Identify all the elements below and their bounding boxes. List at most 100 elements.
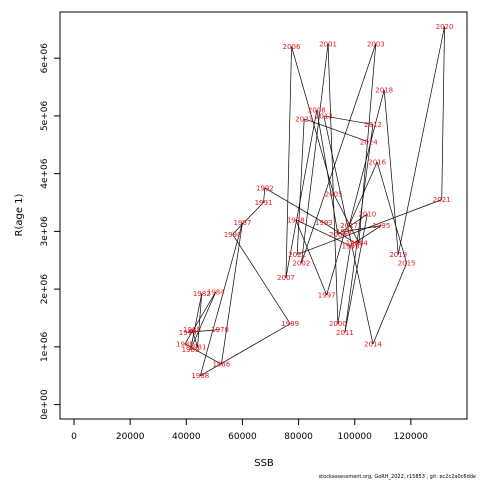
year-label-1980: 1980 bbox=[183, 326, 201, 334]
trajectory-segment-1981 bbox=[197, 293, 203, 347]
x-tick-label-3: 60000 bbox=[228, 432, 257, 442]
trajectory-segment-1997 bbox=[295, 219, 327, 296]
trajectory-segment-1989 bbox=[232, 234, 291, 324]
x-tick-label-6: 120000 bbox=[394, 432, 429, 442]
year-label-1992: 1992 bbox=[256, 185, 274, 193]
trajectory-segment-2021 bbox=[297, 199, 442, 255]
year-label-2021: 2021 bbox=[433, 196, 451, 204]
year-label-2012: 2012 bbox=[364, 121, 382, 129]
trajectory-segment-2014 bbox=[372, 262, 407, 345]
trajectory-segment-2012 bbox=[323, 115, 374, 125]
y-tick-label-2: 2e+06 bbox=[40, 274, 50, 305]
trajectory-segment-2022 bbox=[296, 118, 305, 255]
y-tick-label-0: 0e+00 bbox=[40, 389, 50, 420]
y-tick-label-3: 3e+06 bbox=[40, 216, 50, 247]
year-label-2015: 2015 bbox=[398, 260, 416, 268]
y-tick-label-4: 4e+06 bbox=[40, 158, 50, 189]
trajectory-segment-2008 bbox=[316, 110, 339, 235]
y-tick-label-5: 5e+06 bbox=[40, 101, 50, 132]
year-label-2003: 2003 bbox=[367, 40, 385, 48]
trajectory-segment-2010 bbox=[344, 213, 368, 333]
trajectory-segment-2000 bbox=[327, 43, 339, 324]
trajectory-segment-2009 bbox=[337, 213, 368, 235]
x-tick-label-2: 40000 bbox=[172, 432, 201, 442]
year-label-1995: 1995 bbox=[372, 222, 390, 230]
year-label-2010: 2010 bbox=[358, 211, 376, 219]
trajectory-segment-1985 bbox=[184, 343, 222, 365]
x-tick-label-1: 20000 bbox=[116, 432, 145, 442]
year-label-1981: 1981 bbox=[189, 343, 207, 351]
trajectory-segment-2017 bbox=[348, 89, 385, 226]
trajectory-segment-2019 bbox=[397, 26, 445, 255]
x-axis: 0 20000 40000 60000 80000 100000 120000 bbox=[71, 418, 429, 442]
year-label-2022: 2022 bbox=[288, 251, 306, 259]
year-label-1983: 1983 bbox=[182, 346, 200, 354]
year-label-1989: 1989 bbox=[281, 320, 299, 328]
year-label-2002: 2002 bbox=[292, 260, 310, 268]
trajectory-segment-2002 bbox=[301, 43, 377, 264]
trajectory-segment-1979 bbox=[187, 329, 193, 333]
year-label-1978: 1978 bbox=[211, 326, 229, 334]
year-label-2001: 2001 bbox=[319, 40, 337, 48]
year-label-2024: 2024 bbox=[360, 138, 378, 146]
y-axis-title: R(age 1) bbox=[14, 193, 25, 236]
year-label-2017: 2017 bbox=[340, 222, 358, 230]
trajectory-segment-2018 bbox=[383, 89, 399, 255]
year-label-2018: 2018 bbox=[375, 86, 393, 94]
year-label-1984: 1984 bbox=[207, 288, 225, 296]
trajectory-segment-2011 bbox=[344, 124, 374, 333]
trajectory-segment-1978 bbox=[187, 329, 221, 333]
year-label-2009: 2009 bbox=[329, 231, 347, 239]
year-label-1997: 1997 bbox=[318, 291, 336, 299]
year-label-2023: 2023 bbox=[295, 115, 313, 123]
trajectory-segment-2020 bbox=[441, 26, 445, 200]
trajectory-segment-1995 bbox=[344, 225, 382, 232]
trajectory-segment-2023 bbox=[304, 118, 369, 143]
year-label-1994: 1994 bbox=[346, 239, 364, 247]
year-label-2004: 2004 bbox=[350, 239, 368, 247]
year-label-1985: 1985 bbox=[176, 340, 194, 348]
year-label-1996: 1996 bbox=[336, 228, 354, 236]
x-tick-label-5: 100000 bbox=[338, 432, 373, 442]
trajectory-segment-2013 bbox=[323, 115, 374, 345]
year-label-2005: 2005 bbox=[325, 190, 343, 198]
trajectory-segment-2016 bbox=[348, 161, 378, 226]
trajectory-segment-1987 bbox=[200, 222, 243, 376]
trajectory-segment-1993 bbox=[323, 222, 355, 244]
year-label-2013: 2013 bbox=[315, 112, 333, 120]
year-label-1993: 1993 bbox=[315, 219, 333, 227]
trajectory-segment-1991 bbox=[263, 188, 266, 203]
trajectory-lines bbox=[184, 26, 445, 377]
x-tick-label-0: 0 bbox=[71, 432, 77, 442]
trajectory-segment-1998 bbox=[295, 219, 351, 247]
year-label-2008: 2008 bbox=[308, 107, 326, 115]
year-label-2011: 2011 bbox=[336, 329, 354, 337]
trajectory-segment-1986 bbox=[221, 222, 243, 365]
y-axis: 0e+00 1e+06 2e+06 3e+06 4e+06 5e+06 6e+06 bbox=[40, 43, 61, 420]
trajectory-segment-1992 bbox=[264, 187, 325, 224]
year-label-1988: 1988 bbox=[191, 372, 209, 380]
year-label-2006: 2006 bbox=[283, 43, 301, 51]
year-label-1986: 1986 bbox=[212, 361, 230, 369]
year-label-2014: 2014 bbox=[364, 340, 382, 348]
trajectory-segment-2007 bbox=[285, 110, 318, 278]
year-label-2019: 2019 bbox=[389, 251, 407, 259]
year-label-1987: 1987 bbox=[234, 219, 252, 227]
trajectory-segment-2004 bbox=[333, 193, 360, 244]
year-label-1979: 1979 bbox=[179, 329, 197, 337]
year-label-1998: 1998 bbox=[287, 216, 305, 224]
x-tick-label-4: 80000 bbox=[284, 432, 313, 442]
y-tick-label-6: 6e+06 bbox=[40, 43, 50, 74]
year-label-1982: 1982 bbox=[193, 290, 211, 298]
footer-credit: stockassessment.org, GoRH_2022, r15853 ,… bbox=[319, 474, 476, 480]
trajectory-segment-2015 bbox=[376, 162, 407, 264]
year-label-2007: 2007 bbox=[277, 274, 295, 282]
trajectory-segment-2006 bbox=[285, 46, 292, 278]
trajectory-segment-1980 bbox=[191, 329, 198, 347]
trajectory-segment-1988 bbox=[200, 323, 291, 377]
year-label-2020: 2020 bbox=[436, 23, 454, 31]
year-label-1990: 1990 bbox=[224, 231, 242, 239]
trajectory-segment-1982 bbox=[190, 293, 203, 350]
